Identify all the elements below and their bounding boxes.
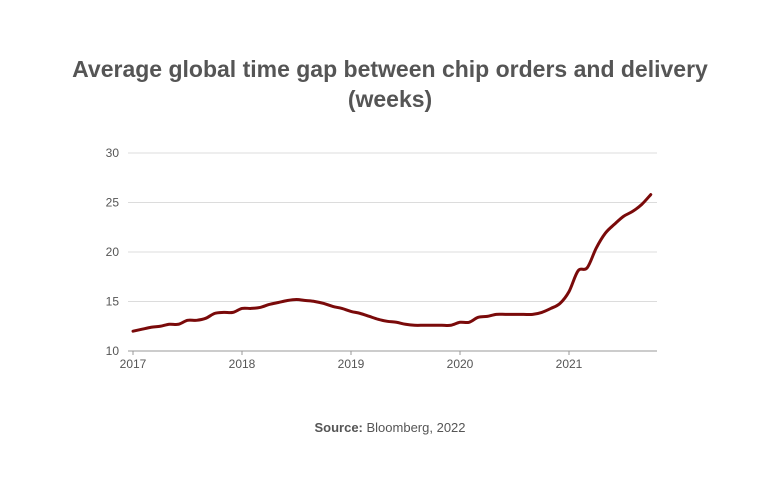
x-tick-label: 2020	[447, 357, 474, 371]
source-label: Source:	[314, 420, 363, 435]
source-note: Source: Bloomberg, 2022	[0, 420, 780, 435]
series-line	[131, 193, 653, 333]
y-tick-label: 10	[106, 344, 120, 358]
title-line-2: (weeks)	[347, 86, 433, 112]
chart-title: Average global time gap between chip ord…	[0, 54, 780, 114]
x-tick-label: 2017	[120, 357, 147, 371]
y-tick-label: 30	[106, 146, 120, 160]
x-tick-label: 2019	[338, 357, 365, 371]
y-tick-label: 25	[106, 196, 120, 210]
source-text: Bloomberg, 2022	[362, 420, 466, 435]
x-tick-label: 2018	[229, 357, 256, 371]
y-tick-label: 20	[106, 245, 120, 259]
y-tick-label: 15	[106, 295, 120, 309]
title-line-1: Average global time gap between chip ord…	[72, 56, 708, 82]
x-tick-label: 2021	[556, 357, 583, 371]
